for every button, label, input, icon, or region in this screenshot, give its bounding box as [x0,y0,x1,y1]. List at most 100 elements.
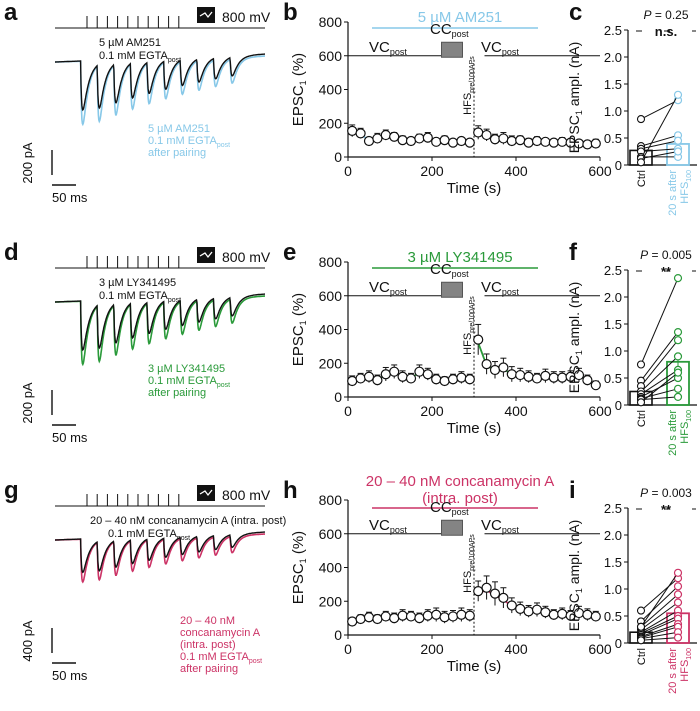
data-point [347,616,358,627]
paired-line [640,623,679,637]
paired-point-after [673,328,683,337]
trace-control [55,53,265,112]
bar-y-tick-label: 1.0 [604,582,622,597]
trace-control [55,531,265,574]
time-course-title: 3 µM LY341495 [407,249,512,266]
bar-y-tick-label: 0 [615,158,622,173]
paired-point-ctrl [636,398,646,407]
scale-x-label: 50 ms [52,190,88,205]
data-point [414,133,425,144]
y-tick-label: 0 [334,389,342,405]
y-tick-label: 0 [334,149,342,165]
data-point [422,369,433,380]
time-course-title: 5 µM AM251 [418,9,503,26]
egta-label: 0.1 mM EGTApost [108,528,190,542]
data-point [473,586,484,597]
data-point [531,135,543,147]
p-value-label: P = 0.003 [640,486,692,500]
after-pairing-label: concanamycin A [180,627,261,639]
paired-line [640,577,679,611]
neuron-icon-glyph [199,11,213,19]
paired-point-ctrl [636,115,646,124]
after-pairing-egta: 0.1 mM EGTApost [148,375,230,389]
time-course-title: 20 – 40 nM concanamycin A [366,473,554,490]
data-point [447,374,459,385]
cc-label: CCpost [430,499,469,517]
x-tick-label: 600 [588,403,612,419]
paired-point-ctrl [636,622,646,631]
data-point [531,604,543,615]
paired-line [640,637,679,641]
data-point [355,128,366,139]
egta-label: 0.1 mM EGTApost [99,290,181,304]
paired-line [640,277,679,365]
hfs-stim-block [441,41,463,58]
data-point [405,611,417,622]
paired-point-ctrl [636,606,646,615]
data-point [422,132,433,143]
data-point [548,372,559,383]
category-after-line1: 20 s after [667,170,679,216]
x-tick-label: 400 [504,403,528,419]
condition-label: 20 – 40 nM concanamycin A (intra. post) [90,515,286,527]
after-pairing-label: after pairing [148,387,206,399]
data-point [498,362,509,373]
data-point [590,138,601,149]
neuron-icon-glyph [199,251,213,259]
data-point [372,375,383,386]
x-tick-label: 200 [420,641,444,657]
data-point [363,612,375,623]
data-point [481,582,492,593]
hfs-label: HFSpre/100APs [462,296,476,355]
paired-line [640,339,679,387]
vc-label-left: VCpost [369,279,407,297]
y-tick-label: 400 [319,82,343,98]
data-point [380,369,391,380]
y-axis-label: EPSC1 (%) [290,293,308,366]
hfs-stim-block [441,281,463,298]
panel-letter-a: a [4,0,18,26]
paired-point-after [673,590,683,599]
hfs-label: HFSpre/100APs [462,56,476,115]
stim-voltage-label: 800 mV [222,9,271,25]
neuron-icon [197,247,215,263]
data-point [439,135,450,146]
panel-letter-c: c [569,0,582,26]
data-point [456,135,467,147]
scale-y-label: 200 pA [20,382,35,424]
paired-point-after [673,352,683,361]
paired-point-after [673,90,683,99]
data-point [363,371,375,382]
bar-y-axis-label: EPSC1 ampl. (nA) [566,42,584,154]
hfs-block-bg [441,281,463,298]
y-axis-label: EPSC1 (%) [290,53,308,126]
data-point [464,374,475,385]
significance-label: ** [661,502,672,517]
hfs-block-bg [441,41,463,58]
hfs-label: HFSpre/100APs [462,534,476,593]
bar-y-tick-label: 0.5 [604,609,622,624]
y-tick-label: 0 [334,627,342,643]
paired-line [640,572,679,628]
data-point [489,588,501,599]
paired-point-after [673,384,683,393]
data-point [573,369,585,381]
bar-y-tick-label: 2.5 [604,501,622,516]
after-pairing-egta: 0.1 mM EGTApost [180,651,262,665]
x-tick-label: 400 [504,641,528,657]
vc-label-right: VCpost [481,279,519,297]
data-point [431,136,442,147]
data-point [515,369,526,381]
data-point [405,135,417,147]
panel-letter-g: g [4,477,19,504]
data-point [582,139,593,150]
paired-line [640,372,679,403]
data-point [582,609,593,620]
bar-y-tick-label: 0.5 [604,131,622,146]
data-point [498,592,509,603]
bar-y-tick-label: 2.0 [604,290,622,305]
y-tick-label: 800 [319,254,343,270]
data-point [372,133,383,144]
paired-line [640,626,679,639]
